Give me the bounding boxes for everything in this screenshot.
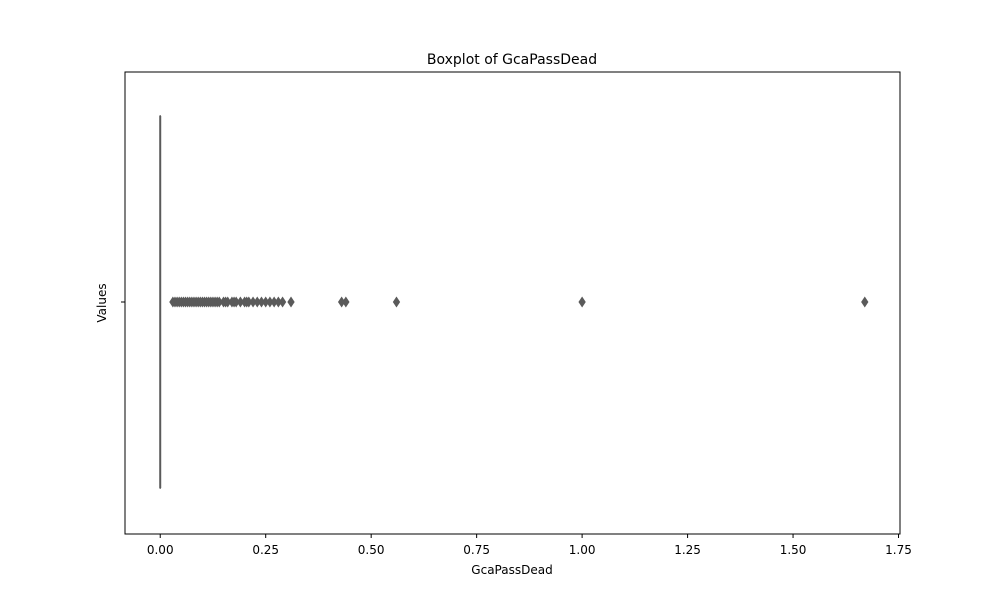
x-tick-label: 0.00 — [147, 543, 174, 557]
axes-frame — [124, 71, 901, 535]
x-axis-label: GcaPassDead — [471, 563, 552, 577]
x-axis: 0.00 0.25 0.50 0.75 1.00 1.25 1.50 1.75 — [147, 534, 912, 557]
x-tick-label: 1.00 — [569, 543, 596, 557]
x-tick-label: 0.75 — [463, 543, 490, 557]
chart-title: Boxplot of GcaPassDead — [427, 52, 597, 68]
x-tick-label: 1.50 — [780, 543, 807, 557]
outlier-point — [342, 296, 350, 308]
outlier-point — [392, 296, 401, 308]
x-tick-label: 1.75 — [885, 543, 912, 557]
x-tick-label: 0.50 — [358, 543, 385, 557]
outlier-point — [861, 296, 869, 308]
y-axis-label: Values — [95, 283, 109, 322]
outlier-point — [287, 296, 295, 308]
plot-area — [159, 115, 869, 489]
outlier-point — [578, 296, 586, 308]
outlier-point — [278, 296, 287, 308]
x-tick-label: 0.25 — [252, 543, 279, 557]
x-tick-label: 1.25 — [674, 543, 701, 557]
